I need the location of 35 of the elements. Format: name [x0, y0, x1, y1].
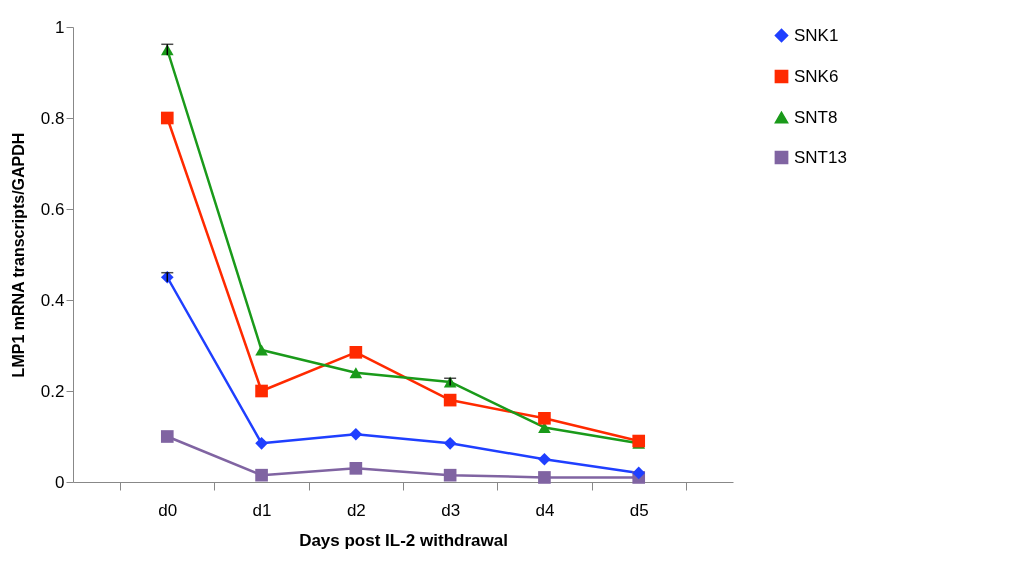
point	[538, 452, 551, 466]
legend-label: SNK6	[794, 66, 839, 86]
point	[349, 427, 363, 441]
x-axis-title: Days post IL-2 withdrawal	[299, 530, 508, 550]
y-tick-label: 1	[55, 17, 65, 37]
point	[443, 437, 457, 450]
x-tick-label: d5	[629, 500, 649, 520]
y-tick-label: 0.6	[40, 199, 65, 219]
point	[538, 411, 551, 425]
point	[255, 344, 268, 356]
y-tick-label: 0.2	[40, 381, 65, 401]
y-tick-label: 0	[55, 472, 65, 492]
point	[443, 468, 457, 482]
point	[160, 430, 174, 443]
point	[160, 111, 174, 125]
point	[349, 367, 363, 379]
legend-label: SNK1	[794, 25, 839, 45]
point	[255, 437, 268, 450]
y-tick-label: 0.4	[40, 290, 65, 310]
x-tick-label: d1	[252, 500, 272, 520]
point	[632, 466, 646, 480]
point	[349, 346, 363, 359]
x-tick-label: d0	[158, 500, 178, 520]
legend-label: SNT8	[794, 107, 838, 127]
point	[443, 393, 457, 407]
point	[255, 468, 268, 482]
legend-label: SNT13	[794, 147, 847, 167]
point	[349, 462, 363, 475]
point	[255, 384, 268, 398]
point	[538, 471, 551, 484]
y-axis-title: LMP1 mRNA transcripts/GAPDH	[9, 132, 27, 378]
x-tick-label: d3	[441, 500, 461, 520]
y-tick-label: 0.8	[40, 108, 65, 128]
x-tick-label: d4	[535, 500, 555, 520]
x-tick-label: d2	[346, 500, 366, 520]
